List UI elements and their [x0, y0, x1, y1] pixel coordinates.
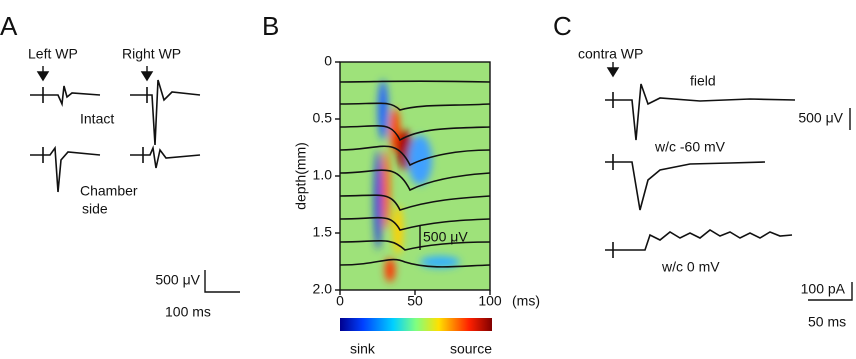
colorbar-label: source	[450, 341, 492, 357]
trace-label: w/c 0 mV	[661, 259, 720, 275]
trace	[605, 154, 766, 211]
scale-label: 500 μV	[423, 229, 468, 245]
x-tick-label: 100	[478, 293, 502, 309]
y-tick-label: 0	[324, 53, 332, 69]
trace	[30, 85, 101, 108]
stim-arrow	[606, 62, 620, 78]
y-tick-label: 1.5	[313, 224, 333, 240]
axis-unit: (ms)	[512, 293, 540, 309]
condition-label: Intact	[80, 111, 114, 127]
x-tick-label: 50	[407, 293, 423, 309]
panel-label: C	[553, 11, 572, 41]
scale-label: 100 pA	[801, 281, 846, 297]
trace	[605, 83, 796, 141]
scale-bar	[204, 270, 240, 293]
panel-label: B	[262, 11, 279, 41]
scale-label: 500 μV	[155, 272, 200, 288]
y-tick-label: 1.0	[313, 167, 333, 183]
stim-label: Right WP	[122, 46, 181, 62]
trace-label: field	[690, 73, 716, 89]
y-tick-label: 0.5	[313, 110, 333, 126]
trace	[605, 229, 793, 258]
axis-label: depth(mm)	[293, 142, 309, 210]
trace-label: w/c -60 mV	[654, 139, 726, 155]
condition-label: side	[82, 201, 108, 217]
trace	[130, 79, 201, 146]
scale-bar	[808, 282, 853, 301]
stim-arrow	[36, 66, 50, 82]
panel-label: A	[0, 11, 18, 41]
trace	[130, 145, 201, 169]
x-tick-label: 0	[336, 293, 344, 309]
stim-arrow	[140, 66, 154, 82]
colorbar	[340, 318, 492, 331]
colorbar-label: sink	[350, 341, 376, 357]
scale-label: 500 μV	[798, 110, 843, 126]
y-tick-label: 2.0	[313, 281, 333, 297]
scale-label: 100 ms	[165, 304, 211, 320]
condition-label: Chamber	[80, 183, 138, 199]
scale-label: 50 ms	[808, 314, 846, 330]
stim-label: contra WP	[578, 46, 643, 62]
trace	[30, 145, 101, 193]
trace	[339, 80, 491, 268]
stim-label: Left WP	[28, 46, 78, 62]
